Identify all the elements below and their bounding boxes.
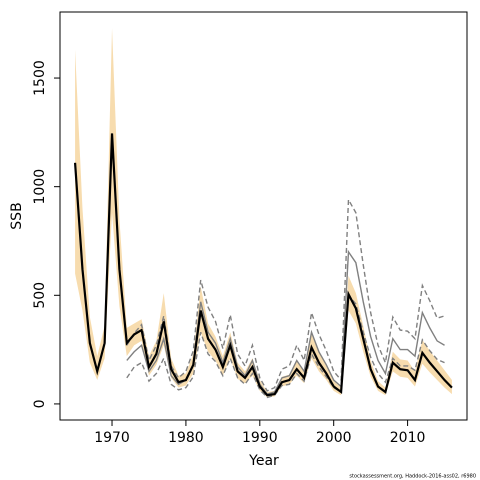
y-tick-label: 0 xyxy=(32,399,48,408)
x-tick-label: 1980 xyxy=(168,430,204,446)
confidence-band xyxy=(75,28,452,398)
series-line xyxy=(126,197,445,392)
y-tick-label: 500 xyxy=(32,282,48,309)
x-tick-label: 1990 xyxy=(242,430,278,446)
x-tick-label: 2010 xyxy=(390,430,426,446)
y-axis-label: SSB xyxy=(9,202,25,229)
series-line xyxy=(126,293,445,399)
x-axis-label: Year xyxy=(248,453,279,469)
x-tick-label: 2000 xyxy=(316,430,352,446)
plot-frame xyxy=(59,11,468,421)
series-line xyxy=(126,249,445,395)
series-line xyxy=(73,133,453,397)
x-tick-label: 1970 xyxy=(94,430,130,446)
y-tick-label: 1000 xyxy=(32,169,48,205)
footnote: stockassessment.org, Haddock-2016-ass02,… xyxy=(349,474,476,480)
y-tick-label: 1500 xyxy=(32,60,48,96)
